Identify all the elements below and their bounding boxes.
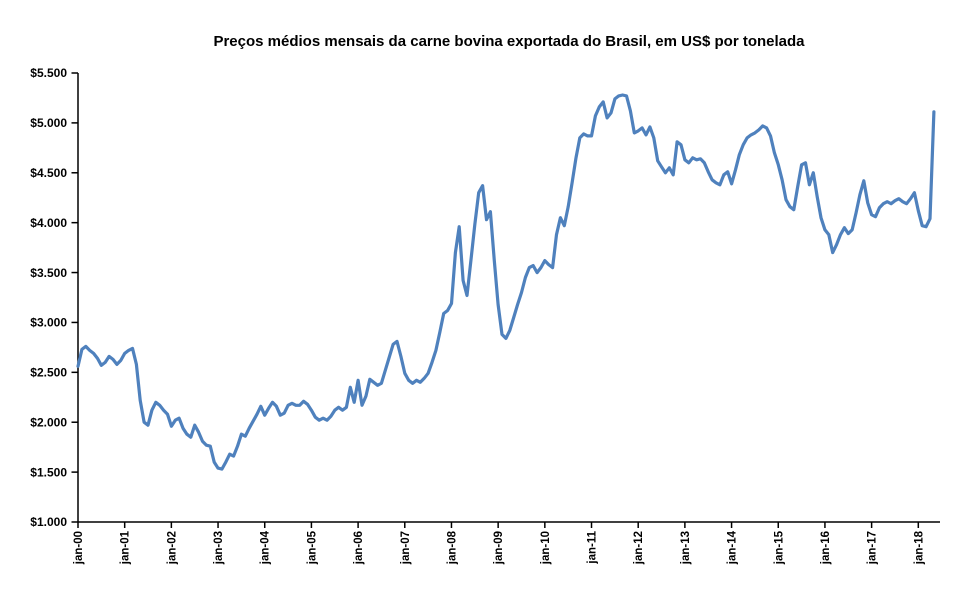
x-tick-label: jan-17 (867, 531, 879, 565)
y-tick-label: $3.500 (30, 266, 67, 280)
chart-title: Preços médios mensais da carne bovina ex… (213, 33, 805, 50)
x-tick-label: jan-06 (353, 531, 365, 565)
y-tick-label: $4.500 (30, 166, 67, 180)
y-axis-ticks (71, 72, 78, 523)
y-tick-label: $1.500 (30, 465, 67, 479)
x-tick-label: jan-15 (773, 530, 785, 565)
y-tick-label: $3.000 (30, 316, 67, 330)
y-tick-label: $4.000 (30, 216, 67, 230)
x-tick-label: jan-03 (213, 531, 225, 565)
x-tick-label: jan-14 (727, 530, 739, 565)
x-tick-label: jan-00 (73, 531, 85, 565)
y-tick-label: $2.500 (30, 366, 67, 380)
price-series-line (76, 93, 936, 471)
y-tick-label: $1.000 (30, 515, 67, 529)
x-axis-ticks (77, 522, 920, 528)
y-tick-label: $2.000 (30, 415, 67, 429)
x-tick-label: jan-02 (166, 531, 178, 565)
x-tick-label: jan-10 (540, 531, 552, 565)
x-tick-label: jan-08 (446, 530, 458, 565)
x-tick-label: jan-04 (260, 530, 272, 565)
x-tick-label: jan-13 (680, 531, 692, 565)
x-tick-label: jan-01 (120, 530, 132, 565)
x-tick-label: jan-09 (493, 531, 505, 565)
y-axis-labels: $5.500 $5.000 $4.500 $4.000 $3.500 $3.000 $2.5… (30, 66, 67, 529)
x-tick-label: jan-05 (306, 530, 318, 565)
x-tick-label: jan-07 (400, 531, 412, 565)
x-tick-label: jan-16 (820, 531, 832, 565)
x-tick-label: jan-12 (633, 531, 645, 565)
x-tick-label: jan-11 (587, 530, 599, 564)
x-axis-labels: jan-00 jan-01 jan-02 jan-03 jan-04 jan-05 jan-… (73, 530, 925, 565)
x-tick-label: jan-18 (913, 530, 925, 565)
y-tick-label: $5.500 (30, 66, 67, 80)
y-tick-label: $5.000 (30, 116, 67, 130)
